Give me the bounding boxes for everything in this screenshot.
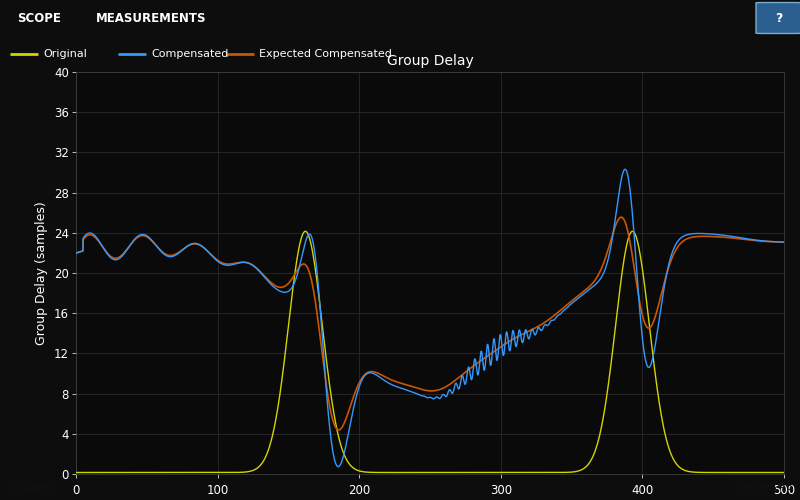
Text: SCOPE: SCOPE — [18, 12, 62, 24]
Text: ?: ? — [775, 12, 783, 24]
FancyBboxPatch shape — [756, 2, 800, 34]
Text: Frames=6: Frames=6 — [737, 482, 794, 492]
Text: Stopped: Stopped — [6, 482, 53, 492]
Text: Compensated: Compensated — [151, 49, 229, 59]
Text: MEASUREMENTS: MEASUREMENTS — [96, 12, 206, 24]
Y-axis label: Group Delay (samples): Group Delay (samples) — [35, 201, 49, 345]
Text: Original: Original — [43, 49, 87, 59]
Text: Expected Compensated: Expected Compensated — [259, 49, 392, 59]
Title: Group Delay: Group Delay — [386, 54, 474, 68]
